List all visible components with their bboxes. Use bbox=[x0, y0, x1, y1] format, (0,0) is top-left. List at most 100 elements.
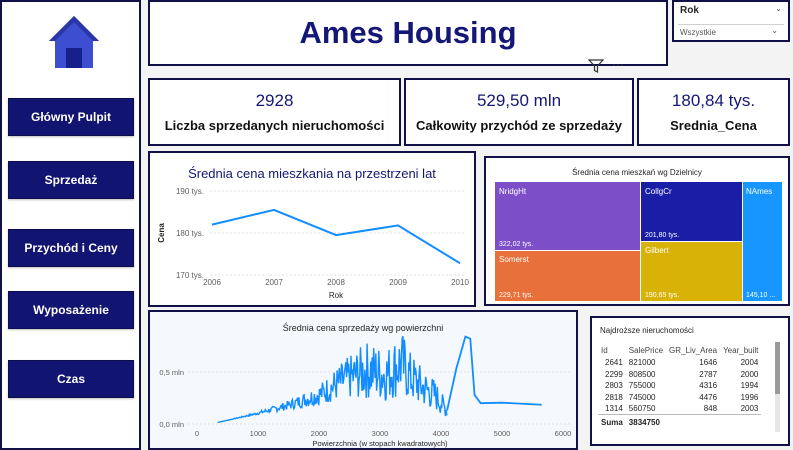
title-card: Ames Housing bbox=[148, 0, 668, 66]
chevron-down-icon: ⌄ bbox=[771, 26, 778, 35]
table-row: 2818 745000 4476 1996 bbox=[598, 392, 761, 404]
nav-button-equipment[interactable]: Wyposażenie bbox=[8, 291, 134, 329]
nav-button-main-dashboard[interactable]: Główny Pulpit bbox=[8, 98, 134, 136]
filter-icon[interactable] bbox=[586, 58, 606, 74]
x-tick-label: 0 bbox=[195, 429, 199, 438]
neighborhood-treemap[interactable]: Średnia cena mieszkań wg Dzielnicy Nridg… bbox=[484, 156, 790, 306]
kpi-label: Srednia_Cena bbox=[670, 118, 757, 133]
nav-button-sales[interactable]: Sprzedaż bbox=[8, 161, 134, 199]
chart-title: Średnia cena mieszkania na przestrzeni l… bbox=[188, 166, 436, 181]
treemap-cell-nridght[interactable]: NridgHt 322,02 tys. bbox=[495, 182, 640, 250]
table-cell: 2641 bbox=[605, 358, 623, 368]
column-header: Year_built bbox=[723, 346, 759, 355]
area-chart-svg: 0,5 mln 0,0 mln 0 1000 2000 3000 4000 50… bbox=[159, 335, 572, 448]
y-tick-label: 180 tys. bbox=[176, 229, 204, 238]
x-axis-title: Powierzchnia (w stopach kwadratowych) bbox=[312, 439, 448, 448]
treemap-cell-value: 190,65 tys. bbox=[645, 292, 680, 299]
table-cell: 1646 bbox=[699, 358, 718, 368]
table-cell: 1996 bbox=[740, 392, 759, 402]
table-header-row: Id SalePrice GR_Liv_Area Year_built bbox=[598, 344, 761, 357]
chart-title: Średnia cena mieszkań wg Dzielnicy bbox=[572, 168, 702, 177]
slicer-label: Rok bbox=[680, 5, 699, 16]
price-by-area-chart[interactable]: Średnia cena sprzedaży wg powierzchni 0,… bbox=[148, 310, 578, 450]
table-cell: 2004 bbox=[740, 358, 759, 368]
area-series-line bbox=[446, 335, 542, 411]
nav-button-time[interactable]: Czas bbox=[8, 360, 134, 398]
table-cell: 755000 bbox=[628, 381, 656, 391]
treemap-cell-value: 145,10 ... bbox=[746, 292, 776, 299]
kpi-average-price-card: 180,84 tys. Srednia_Cena bbox=[637, 78, 790, 146]
treemap-cell-name: CollgCr bbox=[645, 187, 672, 196]
kpi-label: Liczba sprzedanych nieruchomości bbox=[164, 118, 385, 133]
y-tick-label: 170 tys. bbox=[176, 271, 204, 280]
area-series-noise bbox=[217, 335, 448, 424]
top-properties-table[interactable]: Najdroższe nieruchomości Id SalePrice GR… bbox=[590, 316, 790, 446]
x-tick-label: 1000 bbox=[250, 429, 267, 438]
total-value: 3834750 bbox=[628, 418, 660, 428]
page-title: Ames Housing bbox=[299, 15, 517, 50]
kpi-revenue-card: 529,50 mln Całkowity przychód ze sprzeda… bbox=[404, 78, 634, 146]
treemap-cell-collgcr[interactable]: CollgCr 201,80 tys. bbox=[641, 182, 742, 241]
x-tick-label: 2000 bbox=[311, 429, 328, 438]
slicer-dropdown[interactable]: Wszystkie ⌄ bbox=[678, 24, 784, 39]
table-cell: 2803 bbox=[605, 381, 623, 391]
y-tick-label: 190 tys. bbox=[176, 187, 204, 196]
home-icon[interactable] bbox=[48, 14, 100, 70]
table-row: 2641 821000 1646 2004 bbox=[598, 357, 761, 369]
kpi-value: 2928 bbox=[255, 91, 294, 110]
table-cell: 2000 bbox=[740, 369, 759, 379]
x-axis-title: Rok bbox=[329, 291, 344, 300]
kpi-value: 529,50 mln bbox=[476, 91, 562, 110]
treemap-cell-name: NridgHt bbox=[499, 187, 527, 196]
treemap-cell-value: 229,71 tys. bbox=[499, 292, 534, 299]
chevron-down-icon[interactable]: ⌄ bbox=[775, 4, 782, 13]
table-cell: 4476 bbox=[699, 392, 718, 402]
treemap-cell-name: Somerst bbox=[499, 255, 529, 264]
more-options-icon[interactable]: ⋯ bbox=[612, 58, 625, 72]
x-tick-label: 4000 bbox=[433, 429, 450, 438]
nav-button-label: Przychód i Ceny bbox=[24, 241, 118, 255]
scrollbar-thumb[interactable] bbox=[775, 342, 780, 394]
column-header: SalePrice bbox=[628, 346, 664, 355]
table-cell: 4316 bbox=[699, 381, 718, 391]
line-series bbox=[211, 208, 461, 265]
table-cell: 1994 bbox=[740, 381, 759, 391]
y-tick-label: 0,5 mln bbox=[159, 368, 184, 377]
scrollbar[interactable] bbox=[775, 342, 780, 432]
x-tick-label: 2006 bbox=[203, 278, 221, 287]
table-title: Najdroższe nieruchomości bbox=[600, 326, 694, 335]
table-row: 1314 560750 848 2003 bbox=[598, 403, 761, 415]
treemap-cell-gilbert[interactable]: Gilbert 190,65 tys. bbox=[641, 242, 742, 301]
table-cell: 2003 bbox=[740, 404, 759, 413]
nav-button-revenue-prices[interactable]: Przychód i Ceny bbox=[8, 229, 134, 267]
table-cell: 821000 bbox=[628, 358, 656, 368]
table-cell: 2818 bbox=[605, 392, 623, 402]
table-cell: 560750 bbox=[628, 404, 656, 413]
x-tick-label: 3000 bbox=[372, 429, 389, 438]
x-tick-label: 6000 bbox=[555, 429, 572, 438]
table-cell: 848 bbox=[703, 404, 718, 413]
table: Id SalePrice GR_Liv_Area Year_built 2641… bbox=[598, 344, 762, 431]
y-axis-title: Cena bbox=[157, 223, 166, 243]
table-cell: 2787 bbox=[699, 369, 718, 379]
table-row: 2299 808500 2787 2000 bbox=[598, 369, 761, 381]
y-tick-label: 0,0 mln bbox=[159, 420, 184, 429]
x-tick-label: 5000 bbox=[494, 429, 511, 438]
treemap-cell-name: Gilbert bbox=[645, 246, 669, 255]
table-cell: 808500 bbox=[628, 369, 656, 379]
column-header: GR_Liv_Area bbox=[669, 346, 718, 355]
kpi-count-card: 2928 Liczba sprzedanych nieruchomości bbox=[148, 78, 401, 146]
table-total-row: Suma 3834750 bbox=[598, 414, 762, 431]
x-tick-label: 2009 bbox=[389, 278, 407, 287]
price-over-years-chart[interactable]: Średnia cena mieszkania na przestrzeni l… bbox=[148, 151, 476, 307]
table-row: 2803 755000 4316 1994 bbox=[598, 380, 761, 392]
nav-button-label: Czas bbox=[56, 372, 85, 386]
year-slicer[interactable]: Rok ⌄ Wszystkie ⌄ bbox=[672, 0, 790, 42]
treemap-cell-somerst[interactable]: Somerst 229,71 tys. bbox=[495, 251, 640, 301]
sidebar: Główny Pulpit Sprzedaż Przychód i Ceny W… bbox=[0, 0, 141, 450]
nav-button-label: Wyposażenie bbox=[33, 303, 109, 317]
treemap-cell-names[interactable]: NAmes 145,10 ... bbox=[743, 182, 782, 301]
x-tick-label: 2010 bbox=[451, 278, 469, 287]
table-cell: 2299 bbox=[605, 369, 623, 379]
